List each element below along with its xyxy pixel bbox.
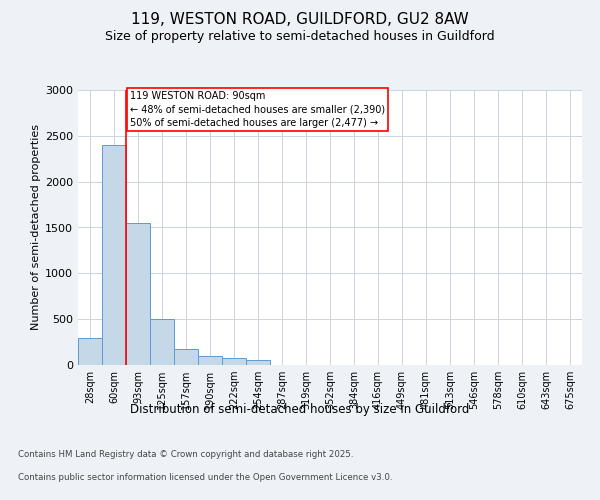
Bar: [222, 358, 246, 365]
Y-axis label: Number of semi-detached properties: Number of semi-detached properties: [31, 124, 41, 330]
Text: 119 WESTON ROAD: 90sqm
← 48% of semi-detached houses are smaller (2,390)
50% of : 119 WESTON ROAD: 90sqm ← 48% of semi-det…: [130, 92, 385, 128]
Bar: [174, 349, 198, 365]
Bar: [198, 356, 222, 365]
Text: Size of property relative to semi-detached houses in Guildford: Size of property relative to semi-detach…: [105, 30, 495, 43]
Bar: [102, 145, 126, 365]
Text: Contains public sector information licensed under the Open Government Licence v3: Contains public sector information licen…: [18, 472, 392, 482]
Text: Contains HM Land Registry data © Crown copyright and database right 2025.: Contains HM Land Registry data © Crown c…: [18, 450, 353, 459]
Text: 119, WESTON ROAD, GUILDFORD, GU2 8AW: 119, WESTON ROAD, GUILDFORD, GU2 8AW: [131, 12, 469, 28]
Text: Distribution of semi-detached houses by size in Guildford: Distribution of semi-detached houses by …: [130, 402, 470, 415]
Bar: [246, 360, 270, 365]
Bar: [150, 319, 174, 365]
Bar: [78, 338, 102, 365]
Bar: [126, 223, 150, 365]
